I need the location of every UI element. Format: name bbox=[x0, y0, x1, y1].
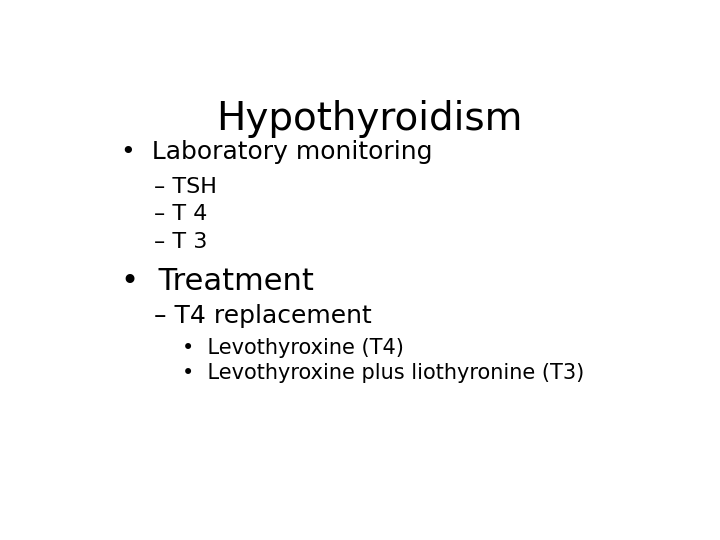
Text: •  Levothyroxine plus liothyronine (T3): • Levothyroxine plus liothyronine (T3) bbox=[182, 363, 585, 383]
Text: Hypothyroidism: Hypothyroidism bbox=[216, 100, 522, 138]
Text: – T 4: – T 4 bbox=[154, 205, 207, 225]
Text: – T4 replacement: – T4 replacement bbox=[154, 305, 372, 328]
Text: •  Treatment: • Treatment bbox=[121, 267, 314, 295]
Text: •  Levothyroxine (T4): • Levothyroxine (T4) bbox=[182, 338, 404, 357]
Text: – TSH: – TSH bbox=[154, 178, 217, 198]
Text: – T 3: – T 3 bbox=[154, 232, 207, 252]
Text: •  Laboratory monitoring: • Laboratory monitoring bbox=[121, 140, 432, 164]
